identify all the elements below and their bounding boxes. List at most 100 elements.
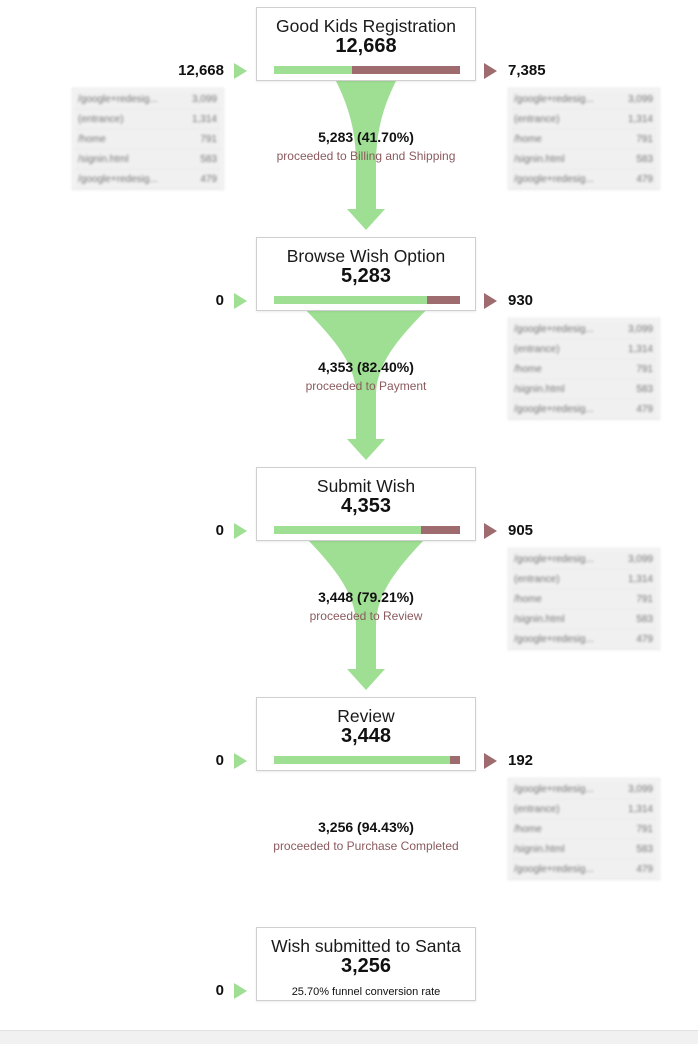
- source-page-value: 791: [636, 134, 653, 145]
- source-page-label: /google+redesig...: [514, 784, 594, 795]
- funnel-flow-arrow: [335, 81, 397, 230]
- table-row[interactable]: /google+redesig... 479: [75, 171, 221, 190]
- traffic-source-table: /google+redesig... 3,099 (entrance) 1,314/h…: [508, 778, 660, 880]
- flow-label: proceeded to Purchase Completed: [273, 839, 459, 853]
- exit-arrow-icon: [484, 293, 497, 309]
- source-page-value: 3,099: [627, 94, 653, 105]
- table-row[interactable]: /google+redesig... 3,099: [511, 321, 657, 340]
- table-row[interactable]: /home 791: [511, 821, 657, 840]
- source-page-value: 1,314: [191, 114, 217, 125]
- table-row[interactable]: /google+redesig... 479: [511, 401, 657, 420]
- stage-count: 12,668: [335, 35, 397, 57]
- stage-title: Browse Wish Option: [286, 246, 446, 266]
- table-row[interactable]: (entrance) 1,314: [511, 111, 657, 130]
- funnel-flow-arrow: [308, 541, 424, 690]
- conversion-rate-note: 25.70% funnel conversion rate: [291, 986, 441, 998]
- stage-continue-bar: [274, 756, 450, 764]
- table-row[interactable]: /home 791: [511, 361, 657, 380]
- table-row[interactable]: (entrance) 1,314: [511, 801, 657, 820]
- exits-count[interactable]: 7,385: [508, 62, 546, 79]
- stage-exit-bar: [274, 756, 460, 764]
- source-page-value: 583: [636, 154, 653, 165]
- source-page-value: 1,314: [627, 804, 653, 815]
- traffic-source-table: /google+redesig... 3,099 (entrance) 1,314/h…: [508, 88, 660, 190]
- entrances-count: 0: [215, 292, 224, 309]
- source-page-label: /google+redesig...: [78, 174, 158, 185]
- entrance-arrow-icon: [234, 523, 247, 539]
- table-row[interactable]: /google+redesig... 479: [511, 631, 657, 650]
- source-page-value: 3,099: [191, 94, 217, 105]
- source-page-label: /google+redesig...: [514, 864, 594, 875]
- table-row[interactable]: /google+redesig... 479: [511, 861, 657, 880]
- source-page-label: (entrance): [514, 804, 560, 815]
- traffic-source-table: /google+redesig... 3,099 (entrance) 1,314/h…: [508, 548, 660, 650]
- stage-exit-bar: [274, 526, 460, 534]
- source-page-label: (entrance): [514, 344, 560, 355]
- table-row[interactable]: (entrance) 1,314: [511, 341, 657, 360]
- source-page-label: /signin.html: [514, 384, 565, 395]
- stage-title: Wish submitted to Santa: [271, 936, 461, 956]
- source-page-value: 791: [636, 824, 653, 835]
- table-row[interactable]: /home 791: [511, 591, 657, 610]
- funnel-stage-box: Review 3,448: [256, 697, 476, 771]
- funnel-stage-box: Browse Wish Option 5,283: [256, 237, 476, 311]
- entrances-count: 0: [215, 982, 224, 999]
- table-row[interactable]: /signin.html 583: [75, 151, 221, 170]
- table-row[interactable]: (entrance) 1,314: [511, 571, 657, 590]
- source-page-value: 583: [636, 614, 653, 625]
- source-page-label: /home: [514, 594, 542, 605]
- stage-continue-bar: [274, 296, 428, 304]
- table-row[interactable]: /google+redesig... 3,099: [511, 781, 657, 800]
- source-page-label: /google+redesig...: [514, 554, 594, 565]
- source-page-value: 1,314: [627, 574, 653, 585]
- source-page-value: 1,314: [627, 344, 653, 355]
- funnel-stage-box: Submit Wish 4,353: [256, 467, 476, 541]
- table-row[interactable]: /google+redesig... 3,099: [511, 91, 657, 110]
- traffic-source-table: /google+redesig... 3,099 (entrance) 1,314/h…: [508, 318, 660, 420]
- exit-arrow-icon: [484, 753, 497, 769]
- table-row[interactable]: /signin.html 583: [511, 841, 657, 860]
- flow-value: 3,256 (94.43%): [318, 819, 414, 835]
- stage-title: Review: [337, 706, 395, 726]
- page-bottom-bar: [0, 1030, 698, 1044]
- table-row[interactable]: /home 791: [75, 131, 221, 150]
- source-page-label: (entrance): [514, 114, 560, 125]
- flow-value: 4,353 (82.40%): [318, 359, 414, 375]
- funnel-stage-box: Wish submitted to Santa 3,256 25.70% funne…: [256, 927, 476, 1001]
- stage-continue-bar: [274, 66, 352, 74]
- entrance-arrow-icon: [234, 293, 247, 309]
- source-page-value: 791: [636, 594, 653, 605]
- source-page-value: 3,099: [627, 784, 653, 795]
- table-row[interactable]: /signin.html 583: [511, 381, 657, 400]
- stage-count: 3,448: [340, 725, 392, 747]
- flow-label: proceeded to Review: [309, 609, 423, 623]
- entrances-count: 0: [215, 522, 224, 539]
- table-row[interactable]: /home 791: [511, 131, 657, 150]
- source-page-value: 479: [636, 404, 653, 415]
- source-page-label: /google+redesig...: [514, 94, 594, 105]
- table-row[interactable]: /signin.html 583: [511, 611, 657, 630]
- exits-count[interactable]: 930: [508, 292, 534, 309]
- flow-value: 3,448 (79.21%): [318, 589, 414, 605]
- table-row[interactable]: /google+redesig... 3,099: [511, 551, 657, 570]
- source-page-label: /google+redesig...: [514, 634, 594, 645]
- table-row[interactable]: /google+redesig... 3,099: [75, 91, 221, 110]
- source-page-label: /home: [514, 824, 542, 835]
- source-page-label: /signin.html: [514, 844, 565, 855]
- flow-label: proceeded to Payment: [305, 379, 427, 393]
- source-page-value: 583: [636, 384, 653, 395]
- exits-count[interactable]: 905: [508, 522, 534, 539]
- source-page-label: (entrance): [514, 574, 560, 585]
- source-page-value: 791: [200, 134, 217, 145]
- table-row[interactable]: (entrance) 1,314: [75, 111, 221, 130]
- table-row[interactable]: /signin.html 583: [511, 151, 657, 170]
- table-row[interactable]: /google+redesig... 479: [511, 171, 657, 190]
- stage-exit-bar: [274, 296, 460, 304]
- stage-title: Submit Wish: [316, 476, 416, 496]
- exits-count[interactable]: 192: [508, 752, 534, 769]
- entrance-arrow-icon: [234, 753, 247, 769]
- source-page-label: (entrance): [78, 114, 124, 125]
- stage-count: 4,353: [340, 495, 392, 517]
- source-page-label: /signin.html: [78, 154, 129, 165]
